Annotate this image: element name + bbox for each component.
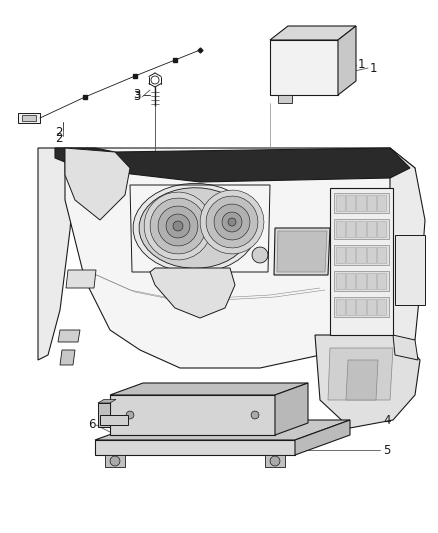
Polygon shape — [110, 456, 120, 466]
Polygon shape — [377, 299, 386, 315]
Polygon shape — [377, 273, 386, 289]
Polygon shape — [330, 188, 393, 335]
Polygon shape — [58, 330, 80, 342]
Polygon shape — [139, 188, 251, 268]
Polygon shape — [95, 440, 295, 455]
Polygon shape — [357, 247, 366, 263]
Polygon shape — [100, 415, 128, 425]
Text: 3: 3 — [133, 88, 140, 101]
Polygon shape — [336, 221, 345, 237]
Polygon shape — [38, 148, 75, 360]
Text: 1: 1 — [358, 59, 365, 71]
Polygon shape — [334, 297, 389, 317]
Polygon shape — [395, 235, 425, 305]
Polygon shape — [334, 271, 389, 291]
Polygon shape — [200, 190, 264, 254]
Polygon shape — [334, 193, 389, 213]
Polygon shape — [60, 350, 75, 365]
Polygon shape — [274, 228, 330, 275]
Polygon shape — [377, 247, 386, 263]
Polygon shape — [346, 299, 355, 315]
Polygon shape — [55, 148, 410, 182]
Polygon shape — [133, 183, 257, 272]
Polygon shape — [158, 206, 198, 246]
Polygon shape — [65, 148, 130, 220]
Polygon shape — [150, 268, 235, 318]
Polygon shape — [105, 455, 125, 467]
Polygon shape — [270, 40, 338, 95]
Polygon shape — [336, 273, 345, 289]
Polygon shape — [66, 270, 96, 288]
Polygon shape — [65, 148, 415, 368]
Polygon shape — [334, 219, 389, 239]
Polygon shape — [377, 195, 386, 211]
Polygon shape — [98, 403, 110, 427]
Polygon shape — [334, 245, 389, 265]
Polygon shape — [214, 204, 250, 240]
Polygon shape — [346, 247, 355, 263]
Polygon shape — [315, 335, 420, 428]
Polygon shape — [367, 195, 376, 211]
Polygon shape — [173, 221, 183, 231]
Polygon shape — [346, 221, 355, 237]
Polygon shape — [251, 411, 259, 419]
Text: 2: 2 — [55, 132, 63, 144]
Polygon shape — [338, 26, 356, 95]
Text: 1: 1 — [370, 61, 378, 75]
Polygon shape — [346, 360, 378, 400]
Polygon shape — [144, 192, 212, 260]
Polygon shape — [126, 411, 134, 419]
Polygon shape — [252, 247, 268, 263]
Polygon shape — [278, 95, 292, 103]
Polygon shape — [357, 195, 366, 211]
Polygon shape — [228, 218, 236, 226]
Text: 3: 3 — [133, 91, 140, 103]
Polygon shape — [346, 273, 355, 289]
Polygon shape — [328, 348, 393, 400]
Polygon shape — [150, 198, 206, 254]
Polygon shape — [222, 212, 242, 232]
Polygon shape — [336, 299, 345, 315]
Polygon shape — [18, 113, 40, 123]
Text: 6: 6 — [88, 418, 95, 432]
Polygon shape — [357, 273, 366, 289]
Polygon shape — [357, 221, 366, 237]
Polygon shape — [393, 335, 418, 360]
Text: 4: 4 — [383, 414, 391, 426]
Polygon shape — [98, 399, 116, 403]
Text: 2: 2 — [55, 125, 63, 139]
Polygon shape — [357, 299, 366, 315]
Polygon shape — [277, 231, 327, 272]
Polygon shape — [367, 221, 376, 237]
Polygon shape — [270, 26, 356, 40]
Polygon shape — [270, 456, 280, 466]
Polygon shape — [275, 383, 308, 435]
Polygon shape — [110, 383, 308, 395]
Polygon shape — [367, 247, 376, 263]
Polygon shape — [336, 247, 345, 263]
Polygon shape — [346, 195, 355, 211]
Polygon shape — [367, 273, 376, 289]
Polygon shape — [22, 115, 36, 121]
Polygon shape — [336, 195, 345, 211]
Text: 5: 5 — [383, 443, 390, 456]
Polygon shape — [265, 455, 285, 467]
Polygon shape — [206, 196, 258, 248]
Polygon shape — [367, 299, 376, 315]
Polygon shape — [166, 214, 190, 238]
Polygon shape — [110, 395, 275, 435]
Polygon shape — [295, 420, 350, 455]
Polygon shape — [95, 420, 350, 440]
Polygon shape — [377, 221, 386, 237]
Polygon shape — [390, 148, 425, 340]
